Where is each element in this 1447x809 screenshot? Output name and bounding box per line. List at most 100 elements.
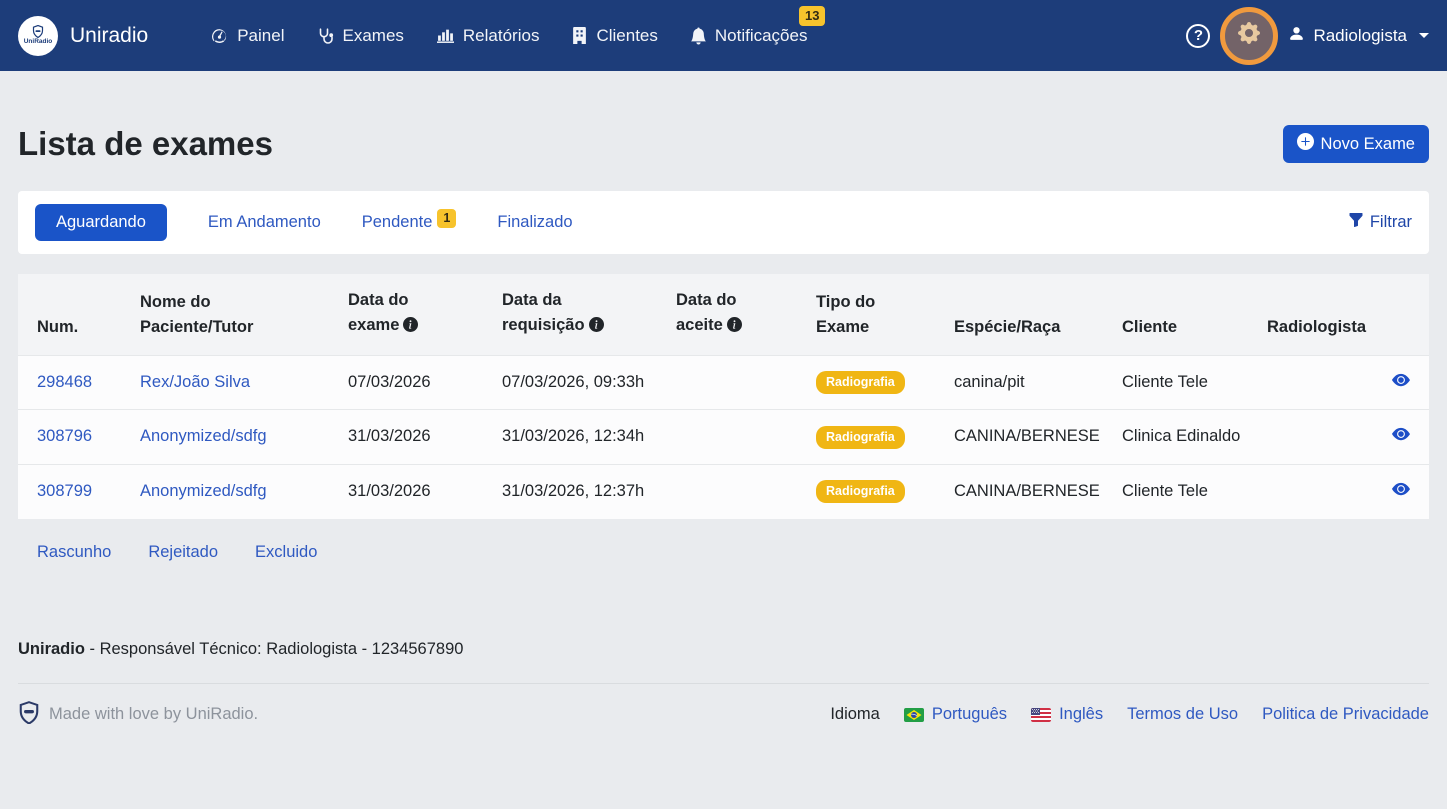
page-content: Lista de exames Novo Exame Aguardando Em…: [0, 71, 1447, 751]
bell-icon: [690, 26, 707, 45]
new-exam-button[interactable]: Novo Exame: [1282, 125, 1429, 163]
exam-table: Num. Nome do Paciente/Tutor Data do exam…: [18, 274, 1429, 519]
col-species: Espécie/Raça: [935, 274, 1103, 355]
funnel-icon: [1348, 212, 1364, 233]
info-icon[interactable]: [726, 316, 742, 336]
species-cell: CANINA/BERNESE: [935, 464, 1103, 519]
language-label: Idioma: [830, 705, 880, 724]
patient-link[interactable]: Anonymized/sdfg: [140, 482, 267, 501]
info-icon[interactable]: [403, 316, 419, 336]
nav-item-notificacoes[interactable]: Notificações 13: [690, 5, 826, 50]
table-row: 298468 Rex/João Silva 07/03/2026 07/03/2…: [18, 354, 1429, 410]
col-patient: Nome do Paciente/Tutor: [121, 274, 329, 355]
terms-link[interactable]: Termos de Uso: [1127, 705, 1239, 724]
nav-item-exames[interactable]: Exames: [316, 22, 404, 50]
new-exam-label: Novo Exame: [1320, 134, 1415, 153]
table-row: 308799 Anonymized/sdfg 31/03/2026 31/03/…: [18, 464, 1429, 519]
col-accept-date: Data do aceite: [657, 274, 797, 355]
language-english-label: Inglês: [1059, 705, 1104, 724]
uniradio-logo-icon: UniRadio: [18, 15, 58, 56]
nav-label-exames: Exames: [342, 25, 404, 45]
request-date: 31/03/2026, 12:37h: [483, 464, 657, 519]
col-request-date: Data da requisição: [483, 274, 657, 355]
col-num: Num.: [18, 274, 121, 355]
footer-credit: Made with love by UniRadio.: [18, 700, 258, 729]
request-date: 31/03/2026, 12:34h: [483, 409, 657, 465]
col-exam-date-label: Data do exame: [348, 291, 409, 334]
brand-name: Uniradio: [70, 23, 149, 47]
footer-links: Idioma Português Inglês Termos de Uso Po…: [830, 705, 1429, 724]
exam-date: 31/03/2026: [329, 409, 483, 465]
footer-divider: [18, 682, 1429, 684]
view-exam-eye-icon[interactable]: [1392, 480, 1410, 504]
table-header-row: Num. Nome do Paciente/Tutor Data do exam…: [18, 274, 1429, 355]
logo-mini-text: UniRadio: [23, 38, 53, 46]
view-exam-eye-icon[interactable]: [1392, 425, 1410, 449]
col-radiologist: Radiologista: [1248, 274, 1368, 355]
col-exam-type: Tipo do Exame: [797, 274, 935, 355]
nav-label-notificacoes: Notificações: [714, 25, 808, 45]
page-title: Lista de exames: [18, 125, 273, 162]
responsible-info-line: Uniradio - Responsável Técnico: Radiolog…: [18, 640, 1429, 659]
user-menu[interactable]: Radiologista: [1288, 25, 1429, 47]
org-info: - Responsável Técnico: Radiologista - 12…: [84, 639, 464, 658]
link-excluido[interactable]: Excluido: [255, 542, 318, 561]
exam-number-link[interactable]: 308799: [37, 482, 93, 501]
filter-label: Filtrar: [1369, 213, 1412, 231]
tab-aguardando[interactable]: Aguardando: [35, 204, 167, 241]
species-cell: canina/pit: [935, 354, 1103, 410]
shield-logo-icon: [18, 700, 40, 729]
exam-table-card: Num. Nome do Paciente/Tutor Data do exam…: [18, 274, 1429, 519]
tab-finalizado[interactable]: Finalizado: [497, 213, 573, 231]
exam-type-badge: Radiografia: [816, 480, 905, 504]
nav-label-relatorios: Relatórios: [462, 25, 540, 45]
nav-item-relatorios[interactable]: Relatórios: [436, 22, 540, 50]
table-row: 308796 Anonymized/sdfg 31/03/2026 31/03/…: [18, 409, 1429, 465]
client-cell: Cliente Tele: [1103, 354, 1248, 410]
patient-link[interactable]: Anonymized/sdfg: [140, 427, 267, 446]
client-cell: Clinica Edinaldo: [1103, 409, 1248, 465]
link-rascunho[interactable]: Rascunho: [37, 542, 112, 561]
patient-link[interactable]: Rex/João Silva: [140, 372, 251, 391]
radiologist-cell: [1248, 354, 1368, 410]
navbar-right: ? Radiologista: [1186, 6, 1429, 65]
col-accept-date-label: Data do aceite: [676, 291, 737, 334]
language-english[interactable]: Inglês: [1031, 705, 1103, 724]
stethoscope-icon: [316, 27, 334, 45]
exam-type-badge: Radiografia: [816, 370, 905, 394]
chevron-down-icon: [1419, 33, 1429, 38]
info-icon[interactable]: [588, 316, 604, 336]
accept-date: [657, 464, 797, 519]
link-rejeitado[interactable]: Rejeitado: [148, 542, 219, 561]
tab-em-andamento[interactable]: Em Andamento: [207, 213, 321, 231]
exam-type-badge: Radiografia: [816, 425, 905, 449]
help-icon[interactable]: ?: [1186, 23, 1211, 48]
settings-highlight-ring[interactable]: [1220, 6, 1279, 65]
exam-date: 31/03/2026: [329, 464, 483, 519]
top-navbar: UniRadio Uniradio Painel Exames Relatóri…: [0, 0, 1447, 71]
exam-number-link[interactable]: 308796: [37, 427, 93, 446]
col-exam-date: Data do exame: [329, 274, 483, 355]
gear-icon[interactable]: [1238, 22, 1261, 49]
status-tab-bar: Aguardando Em Andamento Pendente 1 Finali…: [18, 191, 1429, 254]
brand[interactable]: UniRadio Uniradio: [18, 15, 149, 56]
tab-pendente[interactable]: Pendente 1: [362, 208, 457, 233]
footer: Made with love by UniRadio. Idioma Portu…: [18, 684, 1429, 751]
view-exam-eye-icon[interactable]: [1392, 371, 1410, 395]
brazil-flag-icon: [903, 707, 924, 722]
page-header: Lista de exames Novo Exame: [18, 71, 1429, 163]
privacy-link[interactable]: Politica de Privacidade: [1262, 705, 1429, 724]
accept-date: [657, 409, 797, 465]
exam-number-link[interactable]: 298468: [37, 372, 93, 391]
col-request-date-label: Data da requisição: [502, 291, 585, 334]
nav-item-clientes[interactable]: Clientes: [571, 22, 658, 50]
user-name: Radiologista: [1313, 25, 1407, 45]
language-portuguese[interactable]: Português: [903, 705, 1007, 724]
filter-button[interactable]: Filtrar: [1348, 212, 1412, 233]
notifications-count-badge: 13: [799, 5, 826, 26]
nav-item-painel[interactable]: Painel: [210, 22, 284, 50]
exam-date: 07/03/2026: [329, 354, 483, 410]
us-flag-icon: [1031, 707, 1052, 722]
bar-chart-icon: [436, 27, 455, 44]
pendente-count-badge: 1: [437, 208, 457, 229]
